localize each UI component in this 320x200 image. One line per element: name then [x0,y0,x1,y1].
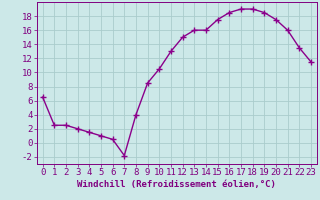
X-axis label: Windchill (Refroidissement éolien,°C): Windchill (Refroidissement éolien,°C) [77,180,276,189]
